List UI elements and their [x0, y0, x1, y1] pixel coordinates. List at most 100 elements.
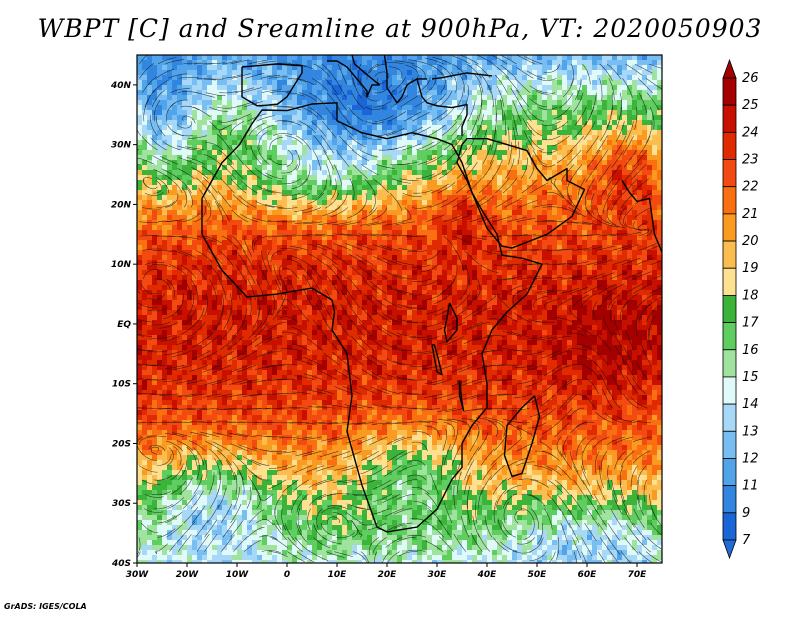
- streamline-632: [560, 275, 580, 280]
- streamline-214: [320, 135, 334, 154]
- streamline-942: [405, 393, 426, 395]
- streamline-649: [256, 293, 260, 317]
- streamline-1018: [353, 422, 374, 425]
- streamline-836: [597, 334, 612, 351]
- streamline-818: [358, 336, 375, 352]
- streamline-1001: [137, 422, 153, 424]
- streamline-363: [168, 177, 183, 194]
- streamline-992: [538, 407, 556, 420]
- streamline-910: [516, 379, 536, 385]
- streamline-927: [213, 393, 233, 398]
- streamline-1281: [157, 515, 176, 524]
- streamline-1043: [164, 433, 184, 438]
- streamline-541: [398, 247, 418, 251]
- streamline-99: [391, 77, 406, 93]
- streamline-90: [269, 91, 290, 93]
- streamline-585: [464, 264, 470, 287]
- streamline-1302: [410, 518, 430, 524]
- streamline-955: [584, 377, 599, 395]
- coastline-layer: [201, 55, 662, 533]
- streamline-406: [208, 189, 221, 208]
- streamline-6: [222, 60, 242, 65]
- streamline-186: [477, 98, 483, 122]
- streamline-936: [334, 386, 354, 395]
- streamline-98: [374, 84, 393, 94]
- streamline-805: [192, 350, 211, 360]
- streamline-332: [282, 178, 301, 185]
- colorbar-label: 25: [742, 98, 759, 113]
- streamline-1079: [632, 436, 652, 442]
- streamline-583: [420, 264, 439, 273]
- streamline-931: [268, 393, 288, 395]
- streamline-609: [255, 278, 265, 301]
- streamline-1329: [259, 535, 278, 540]
- streamline-555: [595, 245, 615, 251]
- streamline-785: [446, 336, 465, 345]
- streamline-11: [286, 63, 306, 67]
- streamline-1268: [502, 493, 517, 509]
- streamline-288: [230, 147, 245, 165]
- streamline-321: [142, 177, 153, 188]
- streamline-388: [502, 177, 518, 194]
- streamline-847: [212, 364, 232, 373]
- streamline-500: [381, 233, 401, 237]
- streamline-675: [598, 283, 617, 294]
- streamline-1279: [651, 508, 662, 527]
- streamline-1288: [248, 509, 265, 524]
- streamline-1284: [191, 505, 206, 524]
- streamline-753: [554, 317, 574, 323]
- streamline-514: [581, 234, 601, 237]
- streamline-967: [216, 407, 236, 411]
- streamline-584: [450, 264, 458, 286]
- streamline-279: [633, 149, 648, 167]
- streamline-274: [566, 149, 582, 166]
- streamline-39: [648, 63, 662, 69]
- streamline-411: [264, 204, 284, 208]
- streamline-54: [324, 78, 339, 96]
- streamline-163: [181, 115, 196, 124]
- streamline-495: [315, 233, 335, 237]
- streamline-798: [635, 313, 639, 337]
- streamline-841: [137, 363, 157, 366]
- streamline-838: [625, 329, 635, 351]
- streamline-623: [420, 278, 440, 287]
- streamline-979: [372, 404, 392, 409]
- streamline-318: [624, 164, 640, 181]
- streamline-1059: [369, 436, 388, 446]
- streamline-773: [290, 326, 309, 337]
- streamline-287: [218, 149, 235, 165]
- streamline-74: [574, 78, 582, 100]
- streamline-1124: [186, 446, 197, 466]
- streamline-484: [196, 235, 216, 243]
- streamline-7: [229, 59, 249, 65]
- streamline-506: [481, 235, 502, 237]
- streamline-965: [187, 407, 208, 410]
- streamline-312: [538, 159, 556, 168]
- streamline-22: [408, 59, 428, 65]
- colorbar-swatch: [722, 186, 737, 215]
- streamline-709: [512, 290, 521, 308]
- streamline-884: [175, 379, 195, 384]
- streamline-1391: [529, 551, 547, 562]
- streamline-1057: [346, 436, 365, 444]
- streamline-147: [488, 84, 494, 108]
- streamline-887: [211, 379, 231, 386]
- streamline-1296: [332, 512, 349, 524]
- streamline-1148: [508, 457, 528, 466]
- streamline-529: [261, 250, 269, 273]
- streamline-454: [302, 221, 323, 225]
- streamline-1130: [250, 459, 270, 466]
- colorbar-swatch: [722, 213, 737, 242]
- streamline-815: [324, 335, 340, 352]
- streamline-169: [256, 115, 276, 122]
- streamline-1091: [267, 450, 287, 452]
- streamline-1112: [559, 451, 573, 470]
- streamline-768: [227, 336, 244, 350]
- streamline-1138: [360, 465, 379, 475]
- streamline-907: [473, 379, 493, 385]
- streamline-786: [463, 336, 482, 345]
- streamline-462: [426, 214, 445, 222]
- streamline-824: [437, 350, 456, 358]
- streamline-448: [231, 209, 249, 222]
- streamline-740: [381, 312, 400, 323]
